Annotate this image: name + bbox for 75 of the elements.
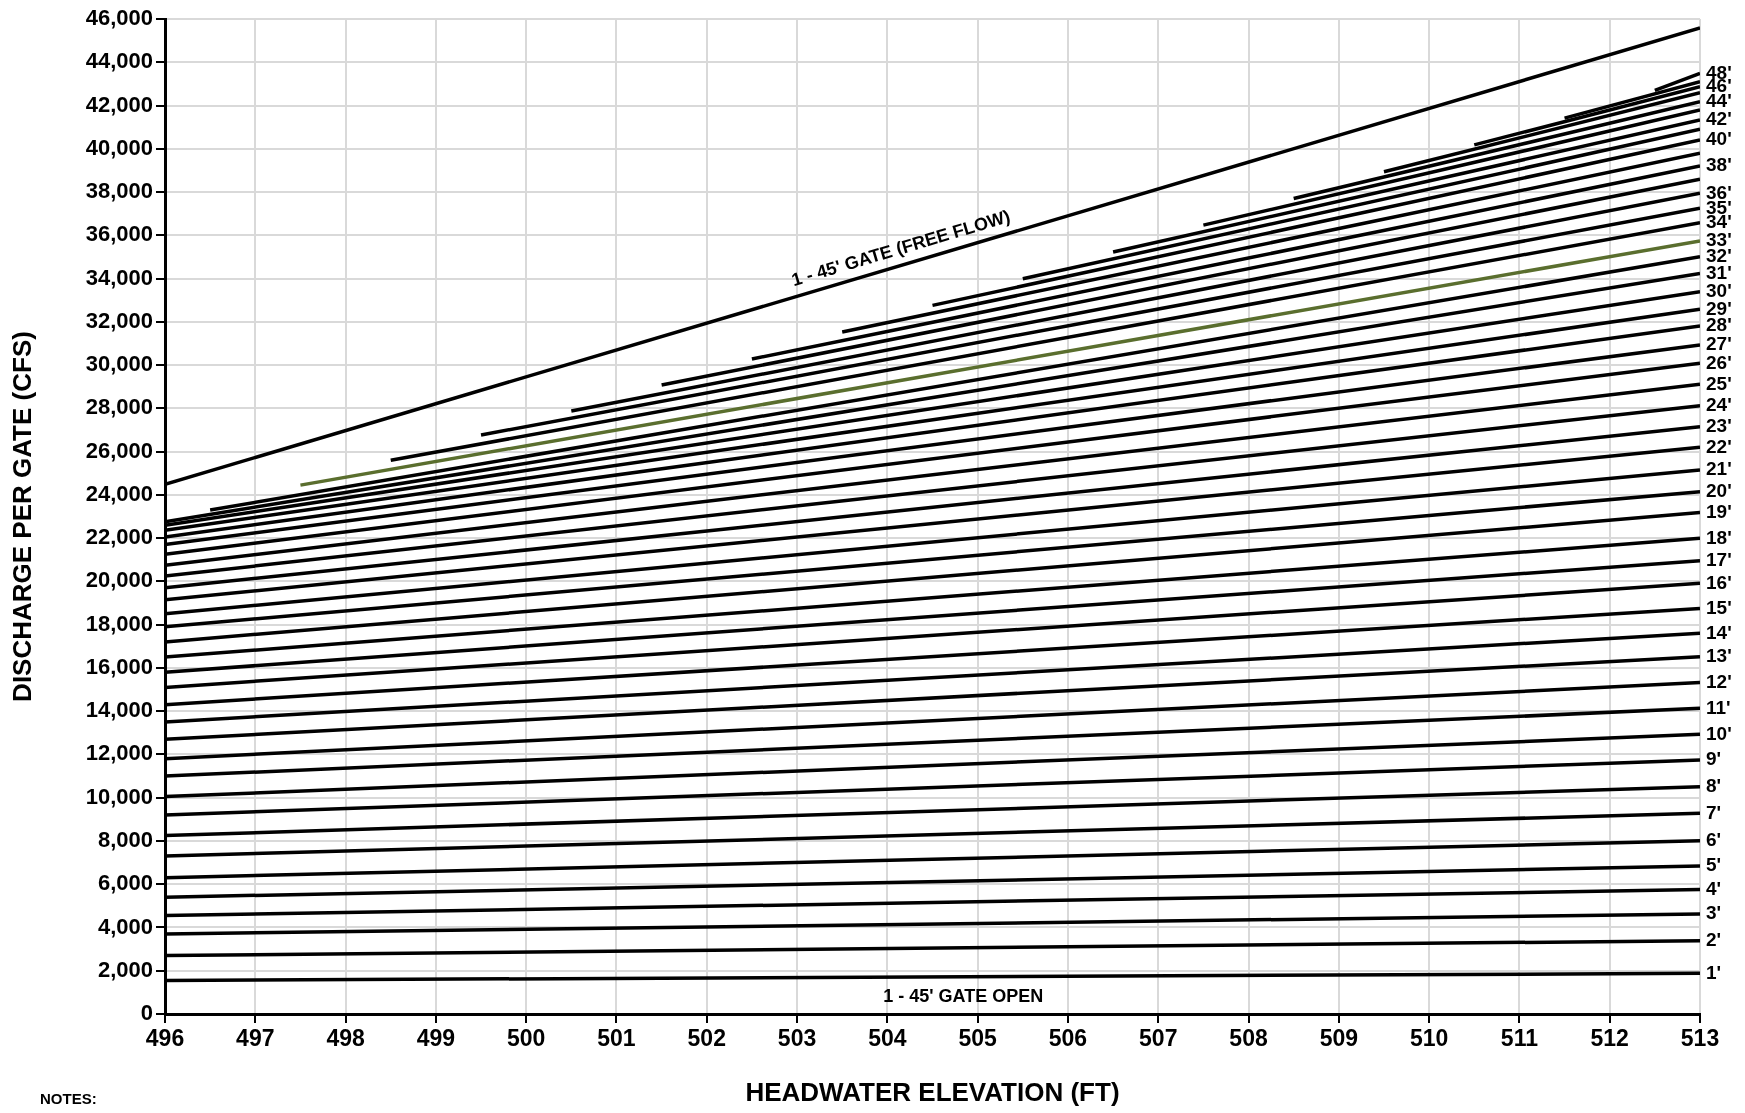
y-tick-label: 34,000: [85, 264, 153, 290]
series-label: 7': [1706, 801, 1722, 823]
y-tick-label: 14,000: [85, 697, 153, 723]
x-tick-label: 501: [597, 1025, 636, 1052]
y-tick-label: 38,000: [85, 178, 153, 204]
series-label: 19': [1706, 500, 1732, 522]
x-tick-label: 509: [1319, 1025, 1359, 1052]
x-tick-label: 497: [236, 1025, 275, 1052]
series-label: 12': [1706, 670, 1732, 692]
x-tick-label: 500: [506, 1025, 546, 1052]
y-tick-label: 30,000: [85, 351, 153, 377]
series-label: 25': [1706, 372, 1732, 394]
series-label: 9': [1706, 748, 1722, 770]
series-label: 40': [1706, 128, 1732, 150]
y-tick-label: 0: [140, 1000, 153, 1026]
y-tick-label: 26,000: [85, 437, 153, 463]
series-label: 13': [1706, 644, 1732, 666]
text: NOTES:: [40, 1090, 97, 1107]
series-label: 15': [1706, 596, 1732, 618]
y-tick-label: 20,000: [85, 567, 153, 593]
y-tick-label: 18,000: [85, 610, 153, 636]
y-tick-label: 40,000: [85, 134, 153, 160]
series-label: 18': [1706, 526, 1732, 548]
x-tick-label: 511: [1500, 1025, 1539, 1052]
series-label: 3': [1706, 902, 1722, 924]
y-tick-label: 6,000: [97, 870, 153, 896]
x-tick-label: 508: [1229, 1025, 1268, 1052]
annotation: 1 - 45' GATE (FREE FLOW): [789, 206, 1013, 290]
series-label: 22': [1706, 435, 1732, 457]
y-tick-label: 12,000: [85, 740, 153, 766]
x-tick-label: 512: [1590, 1025, 1629, 1052]
series-label: 14': [1706, 621, 1732, 643]
annotation: 1 - 45' GATE OPEN: [883, 985, 1044, 1006]
y-axis-title: DISCHARGE PER GATE (CFS): [6, 331, 37, 702]
series-label: 23': [1706, 414, 1732, 436]
y-tick-label: 8,000: [97, 827, 153, 853]
x-tick-label: 510: [1409, 1025, 1449, 1052]
series-label: 11': [1706, 696, 1731, 718]
series-label: 42': [1706, 108, 1732, 130]
series-label: 21': [1706, 458, 1732, 480]
y-tick-label: 44,000: [85, 48, 153, 74]
y-tick-label: 28,000: [85, 394, 153, 420]
x-tick-label: 502: [687, 1025, 726, 1052]
series-label: 4': [1706, 877, 1722, 899]
y-tick-label: 16,000: [85, 653, 153, 679]
x-tick-label: 503: [777, 1025, 817, 1052]
x-tick-label: 496: [145, 1025, 185, 1052]
series-label: 2': [1706, 928, 1722, 950]
y-tick-label: 36,000: [85, 221, 153, 247]
x-tick-label: 513: [1680, 1025, 1720, 1052]
x-tick-label: 505: [958, 1025, 998, 1052]
y-tick-label: 46,000: [85, 5, 153, 31]
series-label: 16': [1706, 571, 1732, 593]
x-tick-label: 499: [416, 1025, 456, 1052]
series-label: 20': [1706, 479, 1732, 501]
series-label: 24': [1706, 393, 1732, 415]
y-tick-label: 10,000: [85, 783, 153, 809]
series-label: 5': [1706, 854, 1722, 876]
y-tick-label: 2,000: [97, 956, 153, 982]
y-tick-label: 42,000: [85, 91, 153, 117]
series-label: 10': [1706, 722, 1732, 744]
y-tick-label: 24,000: [85, 480, 153, 506]
series-label: 1': [1706, 961, 1722, 983]
x-tick-label: 504: [868, 1025, 907, 1052]
y-tick-label: 22,000: [85, 524, 153, 550]
series-label: 8': [1706, 774, 1722, 796]
series-label: 38': [1706, 154, 1732, 176]
y-tick-label: 32,000: [85, 307, 153, 333]
y-tick-label: 4,000: [97, 913, 153, 939]
x-axis-title: HEADWATER ELEVATION (FT): [745, 1076, 1120, 1107]
series-label: 17': [1706, 548, 1732, 570]
x-tick-label: 507: [1139, 1025, 1178, 1052]
x-tick-label: 498: [326, 1025, 365, 1052]
x-tick-label: 506: [1048, 1025, 1088, 1052]
series-label: 6': [1706, 828, 1722, 850]
